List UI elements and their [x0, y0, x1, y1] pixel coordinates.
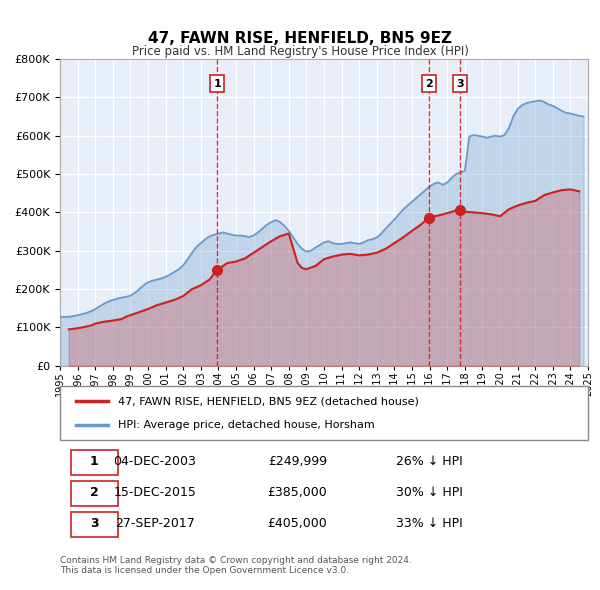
Text: 26% ↓ HPI: 26% ↓ HPI: [396, 455, 463, 468]
Text: 30% ↓ HPI: 30% ↓ HPI: [396, 486, 463, 499]
Text: 47, FAWN RISE, HENFIELD, BN5 9EZ (detached house): 47, FAWN RISE, HENFIELD, BN5 9EZ (detach…: [118, 396, 419, 407]
Text: £249,999: £249,999: [268, 455, 327, 468]
Text: £385,000: £385,000: [268, 486, 328, 499]
FancyBboxPatch shape: [71, 512, 118, 537]
Text: Contains HM Land Registry data © Crown copyright and database right 2024.
This d: Contains HM Land Registry data © Crown c…: [60, 556, 412, 575]
FancyBboxPatch shape: [60, 386, 588, 440]
Text: 27-SEP-2017: 27-SEP-2017: [115, 517, 195, 530]
Text: 1: 1: [90, 455, 98, 468]
Text: 2: 2: [425, 78, 433, 88]
Text: 33% ↓ HPI: 33% ↓ HPI: [396, 517, 463, 530]
Text: £405,000: £405,000: [268, 517, 328, 530]
Text: 15-DEC-2015: 15-DEC-2015: [113, 486, 196, 499]
Text: 04-DEC-2003: 04-DEC-2003: [113, 455, 196, 468]
Text: 3: 3: [90, 517, 98, 530]
Text: 2: 2: [90, 486, 98, 499]
Text: HPI: Average price, detached house, Horsham: HPI: Average price, detached house, Hors…: [118, 419, 375, 430]
Text: 1: 1: [213, 78, 221, 88]
Text: Price paid vs. HM Land Registry's House Price Index (HPI): Price paid vs. HM Land Registry's House …: [131, 45, 469, 58]
Text: 3: 3: [457, 78, 464, 88]
FancyBboxPatch shape: [71, 480, 118, 506]
FancyBboxPatch shape: [71, 450, 118, 475]
Text: 47, FAWN RISE, HENFIELD, BN5 9EZ: 47, FAWN RISE, HENFIELD, BN5 9EZ: [148, 31, 452, 46]
